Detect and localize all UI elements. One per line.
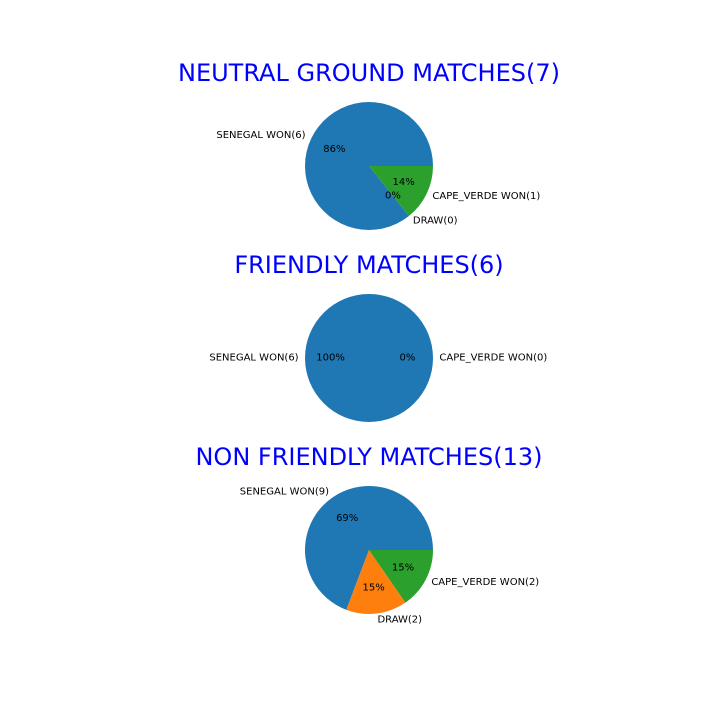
pie-chart-non-friendly: NON FRIENDLY MATCHES(13) SENEGAL WON(9) 6… <box>195 443 542 625</box>
chart-title: FRIENDLY MATCHES(6) <box>234 251 503 279</box>
slice-label-senegal-won: SENEGAL WON(9) <box>240 487 329 498</box>
pie-chart-neutral-ground: NEUTRAL GROUND MATCHES(7) SENEGAL WON(6)… <box>178 59 560 231</box>
slice-percent-draw: 0% <box>385 191 401 202</box>
pie-slice-draw <box>346 550 406 614</box>
slice-label-draw: DRAW(2) <box>377 614 422 625</box>
chart-title: NEUTRAL GROUND MATCHES(7) <box>178 59 560 87</box>
pie-slice-senegal-won <box>305 294 433 422</box>
slice-label-cape-verde-won: CAPE_VERDE WON(2) <box>431 577 539 588</box>
slice-label-cape-verde-won: CAPE_VERDE WON(1) <box>432 191 540 202</box>
pie-slice-cape-verde-won <box>369 550 433 603</box>
pie-labels: SENEGAL WON(6) 86% DRAW(0) 0% CAPE_VERDE WON… <box>216 130 540 227</box>
slice-percent-senegal-won: 100% <box>316 353 345 364</box>
pie-labels: SENEGAL WON(9) 69% DRAW(2) 15% CAPE_VERDE WO… <box>240 487 540 626</box>
slice-percent-cape-verde-won: 0% <box>399 353 415 364</box>
pie-chart-friendly: FRIENDLY MATCHES(6) SENEGAL WON(6) 100% CA… <box>209 251 547 422</box>
pie-slice-senegal-won <box>305 486 433 610</box>
pie-labels: SENEGAL WON(6) 100% CAPE_VERDE WON(0) 0% <box>209 353 547 364</box>
slice-percent-senegal-won: 69% <box>336 513 358 524</box>
slice-percent-cape-verde-won: 14% <box>392 177 414 188</box>
pie-slices <box>304 102 433 231</box>
pie-slices <box>305 486 433 614</box>
slice-label-cape-verde-won: CAPE_VERDE WON(0) <box>439 353 547 364</box>
pie-slice-senegal-won <box>304 102 433 231</box>
slice-label-senegal-won: SENEGAL WON(6) <box>209 353 298 364</box>
slice-label-draw: DRAW(0) <box>413 216 458 227</box>
slice-percent-cape-verde-won: 15% <box>392 562 414 573</box>
slice-percent-senegal-won: 86% <box>323 144 345 155</box>
pie-slices <box>305 294 433 422</box>
chart-title: NON FRIENDLY MATCHES(13) <box>195 443 542 471</box>
pie-slice-cape-verde-won <box>369 166 433 217</box>
slice-percent-draw: 15% <box>363 583 385 594</box>
slice-label-senegal-won: SENEGAL WON(6) <box>216 130 305 141</box>
